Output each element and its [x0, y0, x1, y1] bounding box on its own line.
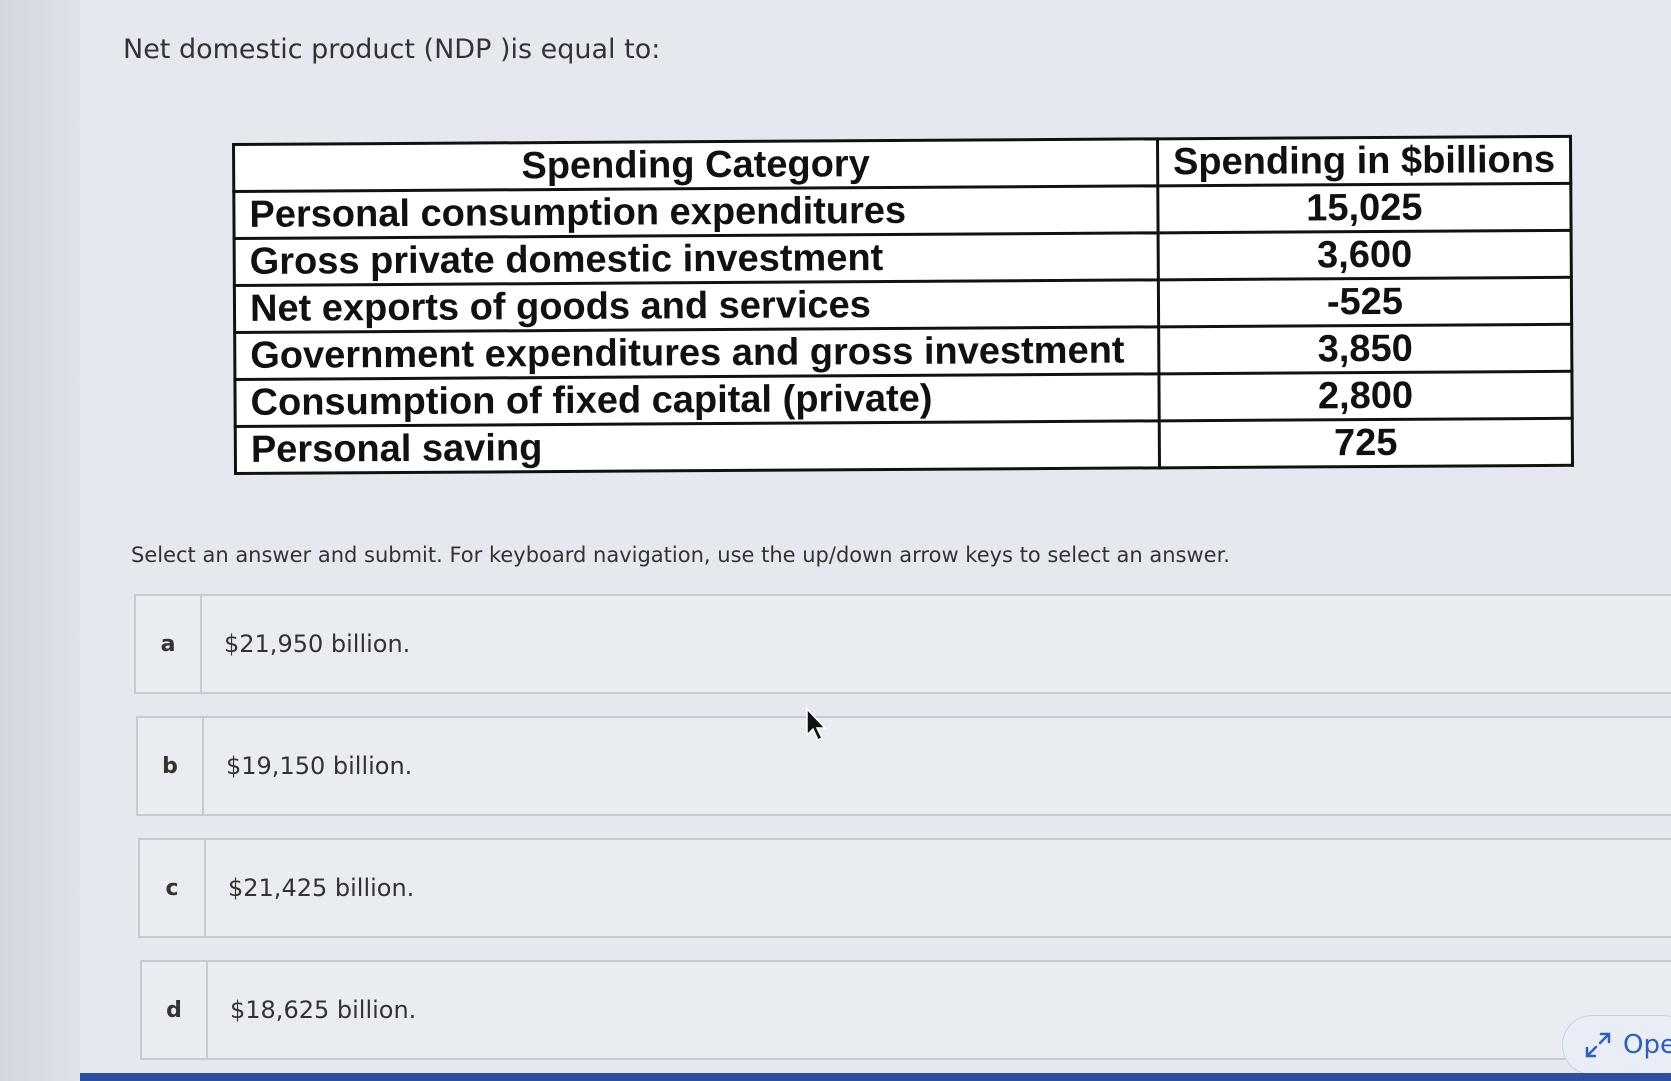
table-row: Consumption of fixed capital (private) 2…: [234, 371, 1573, 427]
row-value: 3,600: [1157, 230, 1572, 280]
row-value: 725: [1159, 418, 1573, 468]
bottom-bar: [80, 1073, 1671, 1081]
table-row: Net exports of goods and services -525: [234, 277, 1572, 333]
row-category: Personal consumption expenditures: [233, 185, 1158, 239]
row-value: 15,025: [1157, 183, 1572, 233]
option-letter: c: [140, 840, 206, 936]
row-category: Gross private domestic investment: [234, 232, 1159, 286]
table-row: Personal saving 725: [235, 418, 1573, 474]
option-text: $19,150 billion.: [226, 752, 413, 780]
option-text: $18,625 billion.: [230, 996, 417, 1024]
row-value: -525: [1158, 277, 1572, 327]
answer-option-d[interactable]: d $18,625 billion.: [140, 960, 1671, 1060]
left-bezel: [0, 0, 80, 1081]
row-category: Net exports of goods and services: [234, 279, 1159, 333]
expand-icon: [1585, 1032, 1611, 1058]
answer-option-a[interactable]: a $21,950 billion.: [134, 594, 1671, 694]
row-category: Personal saving: [235, 420, 1160, 474]
option-text: $21,425 billion.: [228, 874, 415, 902]
table-row: Personal consumption expenditures 15,025: [233, 183, 1572, 239]
open-button-label: Ope: [1623, 1030, 1671, 1060]
table-header-row: Spending Category Spending in $billions: [233, 136, 1571, 192]
table-row: Government expenditures and gross invest…: [234, 324, 1572, 380]
option-text: $21,950 billion.: [224, 630, 411, 658]
mouse-pointer-icon: [806, 707, 827, 742]
answer-instructions: Select an answer and submit. For keyboar…: [131, 543, 1230, 567]
row-value: 2,800: [1158, 371, 1573, 421]
option-letter: a: [136, 596, 202, 692]
column-header-spending: Spending in $billions: [1157, 136, 1571, 186]
answer-option-c[interactable]: c $21,425 billion.: [138, 838, 1671, 938]
column-header-category: Spending Category: [233, 138, 1158, 192]
answer-option-b[interactable]: b $19,150 billion.: [136, 716, 1671, 816]
option-letter: b: [138, 718, 204, 814]
row-value: 3,850: [1158, 324, 1572, 374]
question-title: Net domestic product (NDP )is equal to:: [123, 34, 661, 65]
spending-table: Spending Category Spending in $billions …: [232, 134, 1575, 475]
row-category: Government expenditures and gross invest…: [234, 326, 1159, 380]
open-button[interactable]: Ope: [1562, 1015, 1671, 1075]
table-row: Gross private domestic investment 3,600: [234, 230, 1572, 286]
row-category: Consumption of fixed capital (private): [234, 373, 1160, 427]
option-letter: d: [142, 962, 208, 1058]
